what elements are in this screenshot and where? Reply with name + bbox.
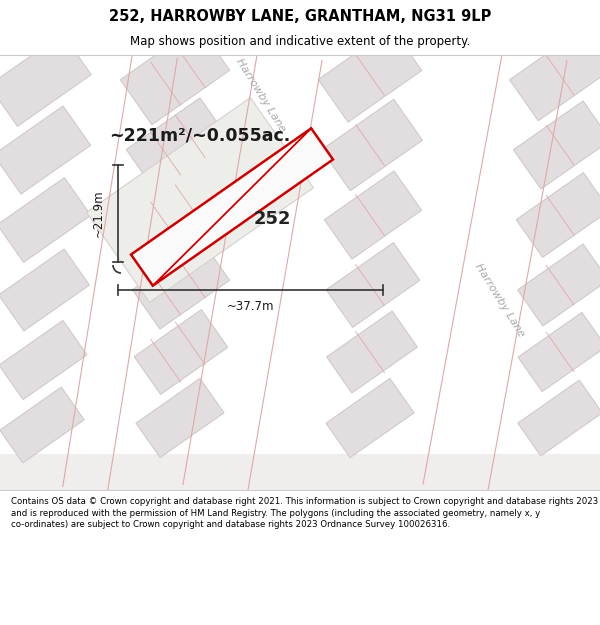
Polygon shape: [0, 177, 91, 262]
Polygon shape: [0, 454, 600, 490]
Text: ~37.7m: ~37.7m: [227, 299, 274, 312]
Text: Harrowby Lane: Harrowby Lane: [473, 261, 527, 339]
Text: 252: 252: [253, 210, 291, 228]
Polygon shape: [121, 25, 230, 125]
Polygon shape: [423, 49, 567, 496]
Polygon shape: [131, 128, 333, 286]
Polygon shape: [126, 98, 230, 192]
Polygon shape: [86, 98, 313, 302]
Polygon shape: [0, 387, 84, 463]
Polygon shape: [326, 242, 420, 328]
Polygon shape: [518, 380, 600, 456]
Polygon shape: [133, 241, 230, 329]
Polygon shape: [0, 34, 91, 126]
Polygon shape: [516, 173, 600, 258]
Polygon shape: [183, 49, 322, 496]
Polygon shape: [318, 28, 422, 122]
Text: Harrowby Lane: Harrowby Lane: [235, 56, 287, 134]
Polygon shape: [0, 106, 91, 194]
Polygon shape: [518, 312, 600, 392]
Text: Map shows position and indicative extent of the property.: Map shows position and indicative extent…: [130, 35, 470, 48]
Polygon shape: [134, 309, 228, 394]
Polygon shape: [322, 99, 422, 191]
Polygon shape: [518, 244, 600, 326]
Polygon shape: [514, 101, 600, 189]
Polygon shape: [326, 378, 414, 458]
Polygon shape: [130, 169, 230, 261]
Text: 252, HARROWBY LANE, GRANTHAM, NG31 9LP: 252, HARROWBY LANE, GRANTHAM, NG31 9LP: [109, 9, 491, 24]
Polygon shape: [326, 311, 418, 393]
Polygon shape: [0, 249, 89, 331]
Polygon shape: [325, 171, 422, 259]
Text: Contains OS data © Crown copyright and database right 2021. This information is : Contains OS data © Crown copyright and d…: [11, 497, 598, 529]
Polygon shape: [509, 29, 600, 121]
Text: ~221m²/~0.055ac.: ~221m²/~0.055ac.: [109, 126, 290, 144]
Text: ~21.9m: ~21.9m: [91, 190, 104, 238]
Polygon shape: [63, 51, 177, 494]
Polygon shape: [136, 378, 224, 458]
Polygon shape: [0, 321, 87, 399]
